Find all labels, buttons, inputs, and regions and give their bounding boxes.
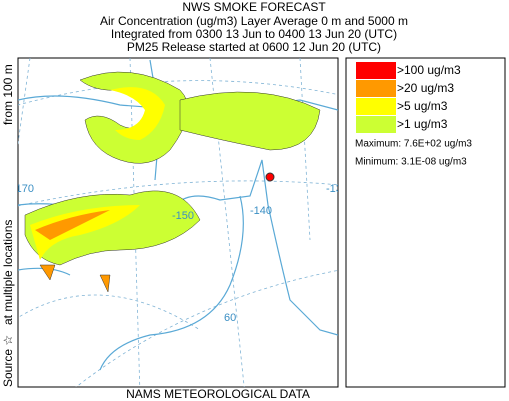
smoke-area: [35, 210, 110, 240]
smoke-hotspot: [265, 172, 275, 182]
subtitle: Air Concentration (ug/m3) Layer Average …: [100, 14, 408, 28]
side-label-part: Source ☆: [1, 335, 15, 387]
legend-swatch: [356, 98, 396, 115]
legend: >100 ug/m3 >20 ug/m3 >5 ug/m3 >1 ug/m3: [356, 62, 461, 133]
legend-swatch: [356, 116, 396, 133]
grid-label: -150: [172, 210, 194, 222]
grid-label: 60: [224, 312, 236, 324]
legend-label: >1 ug/m3: [397, 117, 448, 131]
legend-frame: [345, 57, 506, 388]
map: -170 -150 -140 -130 60: [12, 57, 348, 388]
footer: NAMS METEOROLOGICAL DATA: [126, 387, 310, 401]
smoke-area: [24, 190, 201, 266]
smoke-area: [30, 205, 140, 260]
grid-label: -140: [250, 205, 272, 217]
subtitle: PM25 Release started at 0600 12 Jun 20 (…: [127, 40, 381, 54]
minimum: Minimum: 3.1E-08 ug/m3: [355, 157, 467, 168]
grid-label: -130: [326, 183, 348, 195]
legend-label: >20 ug/m3: [397, 81, 454, 95]
side-label-part: at multiple locations: [1, 220, 15, 325]
legend-swatch: [356, 80, 396, 97]
legend-label: >100 ug/m3: [397, 63, 461, 77]
smoke-area: [110, 87, 165, 140]
smoke-area: [39, 264, 111, 293]
legend-swatch: [356, 62, 396, 79]
side-label: Source ☆ at multiple locations from 100 …: [1, 64, 15, 387]
title: NWS SMOKE FORECAST: [182, 0, 326, 14]
grid-label: -170: [12, 183, 34, 195]
side-label-part: from 100 m: [1, 64, 15, 125]
subtitle: Integrated from 0300 13 Jun to 0400 13 J…: [111, 27, 397, 41]
legend-label: >5 ug/m3: [397, 99, 448, 113]
smoke-area: [179, 91, 321, 151]
maximum: Maximum: 7.6E+02 ug/m3: [355, 139, 472, 150]
